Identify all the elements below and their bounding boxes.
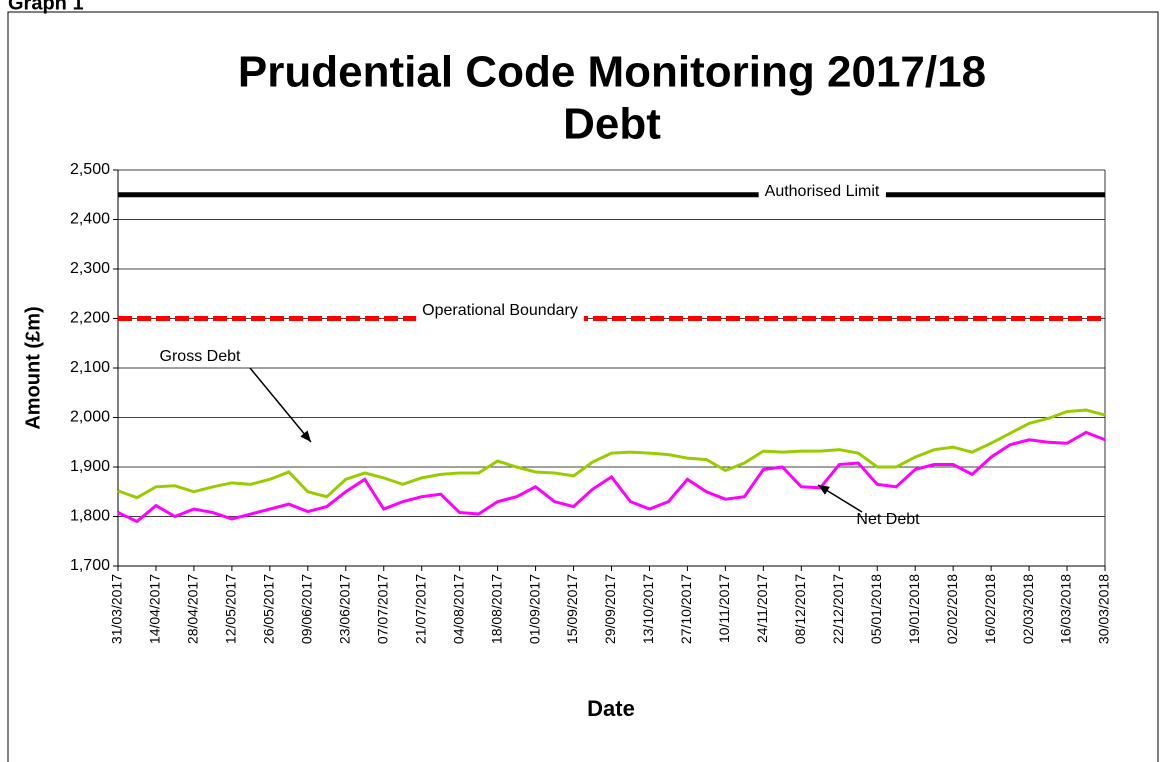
x-tick-label: 16/03/2018 [1058, 574, 1074, 644]
x-tick-label: 31/03/2017 [109, 574, 125, 644]
x-tick-label: 07/07/2017 [374, 574, 390, 644]
x-tick-label: 28/04/2017 [185, 574, 201, 644]
x-tick-label: 22/12/2017 [830, 574, 846, 644]
y-tick-label: 2,400 [70, 211, 110, 228]
arrow-head [818, 485, 830, 495]
x-tick-label: 19/01/2018 [906, 574, 922, 644]
y-axis-label: Amount (£m) [22, 306, 44, 429]
x-axis-label: Date [587, 696, 635, 721]
y-tick-label: 1,700 [70, 557, 110, 574]
series-annotation: Net Debt [856, 511, 920, 528]
y-tick-label: 2,200 [70, 310, 110, 327]
x-tick-label: 13/10/2017 [640, 574, 656, 644]
x-tick-label: 01/09/2017 [526, 574, 542, 644]
page-label: Graph 1 [8, 0, 84, 14]
x-tick-label: 26/05/2017 [261, 574, 277, 644]
chart-subtitle: Debt [563, 100, 661, 149]
y-tick-label: 2,500 [70, 161, 110, 178]
frame [7, 11, 1159, 762]
x-tick-label: 30/03/2018 [1096, 574, 1112, 644]
series-line [117, 408, 1106, 500]
x-tick-label: 23/06/2017 [336, 574, 352, 644]
x-tick-label: 21/07/2017 [412, 574, 428, 644]
x-tick-label: 12/05/2017 [223, 574, 239, 644]
y-tick-label: 1,900 [70, 458, 110, 475]
y-tick-label: 2,300 [70, 260, 110, 277]
x-tick-label: 14/04/2017 [147, 574, 163, 644]
x-tick-label: 15/09/2017 [564, 574, 580, 644]
series-line [117, 430, 1106, 524]
x-tick-label: 10/11/2017 [716, 574, 732, 643]
series-annotation: Gross Debt [160, 348, 241, 365]
x-tick-label: 18/08/2017 [488, 574, 504, 644]
x-tick-label: 05/01/2018 [868, 574, 884, 644]
reference-label: Authorised Limit [765, 183, 880, 200]
reference-label: Operational Boundary [422, 302, 578, 319]
x-tick-label: 02/02/2018 [944, 574, 960, 644]
x-tick-label: 04/08/2017 [450, 574, 466, 644]
x-tick-label: 09/06/2017 [299, 574, 315, 644]
arrow-head [300, 430, 311, 442]
x-tick-label: 02/03/2018 [1020, 574, 1036, 644]
x-tick-label: 24/11/2017 [754, 574, 770, 643]
arrow-shaft [249, 367, 312, 443]
label-bg [416, 312, 584, 325]
x-tick-label: 08/12/2017 [792, 574, 808, 644]
x-tick-label: 29/09/2017 [602, 574, 618, 644]
x-tick-label: 16/02/2018 [982, 574, 998, 644]
chart-title: Prudential Code Monitoring 2017/18 [238, 48, 986, 97]
label-bg [758, 188, 886, 201]
y-tick-label: 2,000 [70, 409, 110, 426]
y-tick-label: 1,800 [70, 508, 110, 525]
y-tick-label: 2,100 [70, 359, 110, 376]
x-tick-label: 27/10/2017 [678, 574, 694, 644]
